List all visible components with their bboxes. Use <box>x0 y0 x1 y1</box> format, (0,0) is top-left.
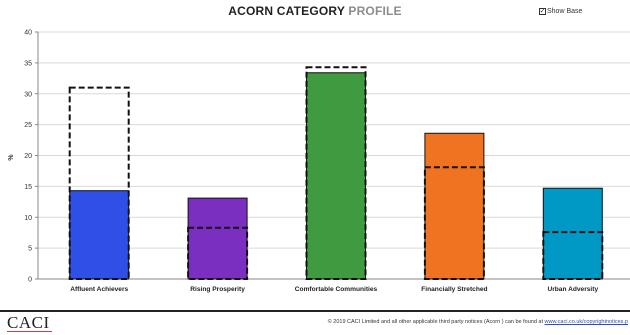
checkmark-icon: ✓ <box>539 8 546 15</box>
copyright-link[interactable]: www.caci.co.uk/copyrightnotices.p <box>544 319 628 325</box>
show-base-label: Show Base <box>547 8 583 15</box>
show-base-checkbox[interactable]: ✓ <box>539 8 546 15</box>
y-tick-label: 0 <box>28 277 32 284</box>
chart-title: ACORN CATEGORY PROFILE <box>0 4 630 18</box>
y-tick-label: 15 <box>24 184 32 191</box>
logo-underline <box>7 331 52 332</box>
chart-title-secondary: PROFILE <box>348 4 402 18</box>
y-tick-label: 40 <box>24 30 32 37</box>
x-tick-label: Affluent Achievers <box>70 286 128 293</box>
copyright-text: © 2019 CACI Limited and all other applic… <box>327 319 543 325</box>
bar-5 <box>542 187 603 280</box>
base-outline-4 <box>423 166 485 280</box>
bar-3 <box>306 72 366 280</box>
bar-4 <box>424 132 485 280</box>
x-tick-label: Rising Prosperity <box>190 286 245 293</box>
y-tick-label: 5 <box>28 246 32 253</box>
x-tick-label: Financially Stretched <box>421 286 487 293</box>
bar-2 <box>187 197 248 280</box>
y-tick-label: 25 <box>24 122 32 129</box>
base-outline-3 <box>305 66 367 281</box>
base-outline-5 <box>542 231 604 281</box>
bar-1 <box>69 190 130 280</box>
footer-divider <box>0 310 630 312</box>
base-outline-2 <box>187 226 249 280</box>
y-tick-label: 35 <box>24 60 32 67</box>
chart-title-main: ACORN CATEGORY <box>228 4 345 18</box>
y-tick-label: 30 <box>24 91 32 98</box>
show-base-toggle[interactable]: ✓ Show Base <box>539 8 582 15</box>
y-axis-label: % <box>8 154 15 161</box>
acorn-bar-chart: 0 5 10 15 20 25 30 35 40% Affluent Achievers Risin… <box>8 30 630 293</box>
y-tick-label: 20 <box>24 153 32 160</box>
copyright-notice: © 2019 CACI Limited and all other applic… <box>328 319 628 325</box>
caci-logo: CACI <box>7 313 50 332</box>
x-tick-label: Comfortable Communities <box>295 286 378 293</box>
base-outline-1 <box>68 86 130 280</box>
x-tick-label: Urban Adversity <box>547 286 598 293</box>
y-tick-label: 10 <box>24 215 32 222</box>
